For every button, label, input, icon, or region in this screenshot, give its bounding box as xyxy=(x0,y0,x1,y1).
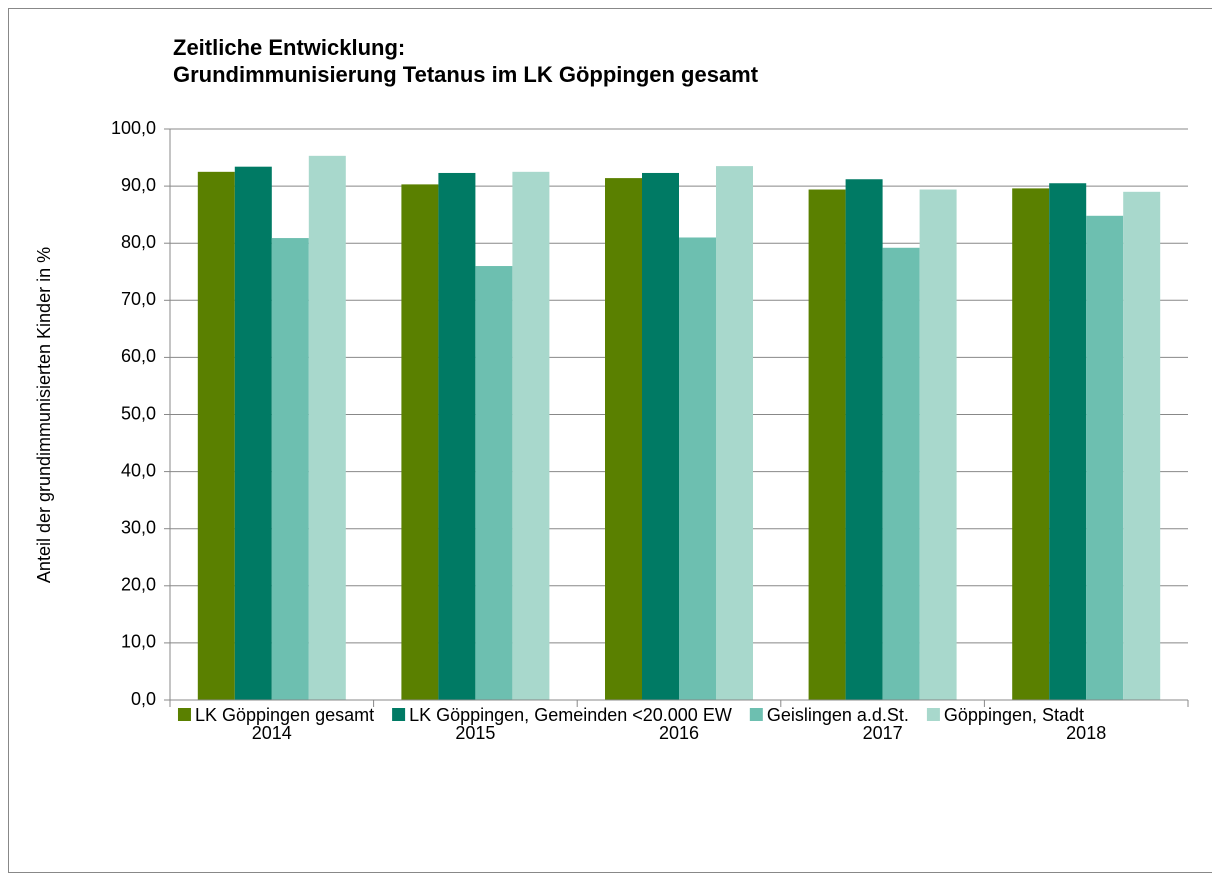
x-tick-label: 2014 xyxy=(252,723,292,743)
bar xyxy=(1123,191,1161,700)
chart-title: Grundimmunisierung Tetanus im LK Göpping… xyxy=(173,62,759,87)
legend-swatch xyxy=(392,708,406,721)
y-tick-label: 40,0 xyxy=(121,460,156,480)
legend-swatch xyxy=(749,708,763,721)
bar xyxy=(1086,215,1124,701)
bar xyxy=(197,171,235,700)
y-tick-label: 80,0 xyxy=(121,232,156,252)
legend-label: LK Göppingen, Gemeinden <20.000 EW xyxy=(409,705,732,725)
y-tick-label: 50,0 xyxy=(121,403,156,423)
legend-swatch xyxy=(177,708,191,721)
y-tick-label: 70,0 xyxy=(121,289,156,309)
y-tick-label: 90,0 xyxy=(121,175,156,195)
bar xyxy=(1012,188,1050,700)
x-tick-label: 2015 xyxy=(455,723,495,743)
y-axis-label: Anteil der grundimmunisierten Kinder in … xyxy=(34,247,54,583)
bar xyxy=(716,166,753,701)
legend-swatch xyxy=(926,708,940,721)
y-tick-label: 60,0 xyxy=(121,346,156,366)
legend-label: Geislingen a.d.St. xyxy=(767,705,909,725)
bar xyxy=(308,155,346,700)
x-tick-label: 2017 xyxy=(863,723,903,743)
legend-label: LK Göppingen gesamt xyxy=(195,705,374,725)
chart-title: Zeitliche Entwicklung: xyxy=(173,35,405,60)
bar xyxy=(845,179,883,701)
x-tick-label: 2018 xyxy=(1066,723,1106,743)
y-tick-label: 100,0 xyxy=(111,118,156,138)
bar xyxy=(882,247,920,700)
bar xyxy=(512,171,550,700)
bar xyxy=(642,172,679,701)
y-tick-label: 0,0 xyxy=(131,689,156,709)
bar xyxy=(808,189,846,700)
bar xyxy=(271,238,309,700)
bar xyxy=(605,178,642,700)
legend-label: Göppingen, Stadt xyxy=(944,705,1084,725)
y-tick-label: 10,0 xyxy=(121,632,156,652)
bar xyxy=(919,189,957,700)
y-tick-label: 20,0 xyxy=(121,575,156,595)
x-tick-label: 2016 xyxy=(659,723,699,743)
y-tick-label: 30,0 xyxy=(121,517,156,537)
bar xyxy=(401,184,439,701)
bar xyxy=(679,237,716,701)
bar xyxy=(1049,183,1087,700)
bar xyxy=(438,172,476,701)
bar xyxy=(475,266,513,700)
bar xyxy=(234,166,272,700)
